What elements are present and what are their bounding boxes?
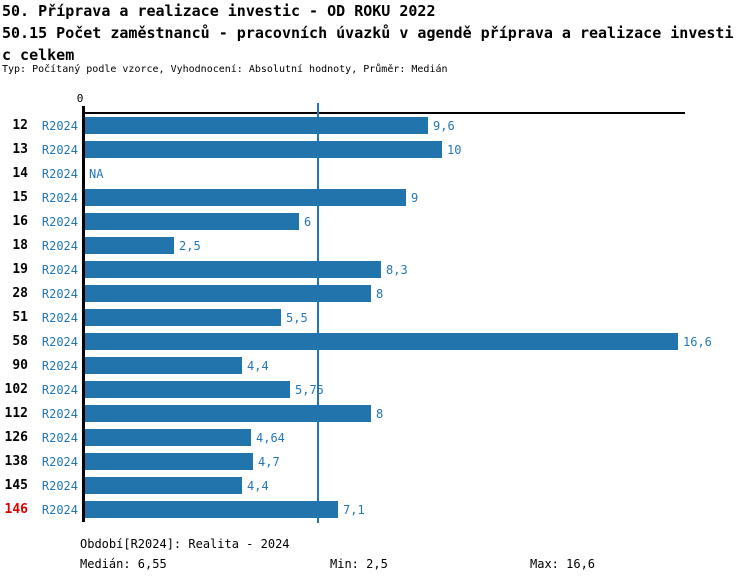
row-category-label: 19 <box>12 262 28 277</box>
row-category-label: 18 <box>12 238 28 253</box>
bar-value-label: 16,6 <box>683 334 712 349</box>
row-series-label: R2024 <box>41 166 78 181</box>
row-category-label: 51 <box>12 310 28 325</box>
bar-value-label: 4,4 <box>247 478 269 493</box>
row-category-label: 138 <box>4 454 28 469</box>
report-title-line1: 50. Příprava a realizace investic - OD R… <box>2 2 436 20</box>
bar <box>85 477 242 494</box>
bar-value-label: 8 <box>376 406 384 421</box>
bar <box>85 141 442 158</box>
row-series-label: R2024 <box>41 310 78 325</box>
row-series-label: R2024 <box>41 430 78 445</box>
row-category-label: 146 <box>4 502 28 517</box>
bar-value-label: 4,7 <box>258 454 280 469</box>
bar-value-label: 9 <box>411 190 419 205</box>
row-category-label: 126 <box>4 430 28 445</box>
row-series-label: R2024 <box>41 478 78 493</box>
row-series-label: R2024 <box>41 238 78 253</box>
bar-value-label: 8,3 <box>386 262 408 277</box>
bar <box>85 501 338 518</box>
row-category-label: 112 <box>4 406 28 421</box>
bar-value-label: 10 <box>447 142 462 157</box>
row-series-label: R2024 <box>41 214 78 229</box>
bar-value-label: 2,5 <box>179 238 201 253</box>
bar <box>85 261 381 278</box>
report-title-line3: c celkem <box>2 46 75 64</box>
bar <box>85 405 371 422</box>
report-subtitle: Typ: Počítaný podle vzorce, Vyhodnocení:… <box>2 64 448 75</box>
row-series-label: R2024 <box>41 382 78 397</box>
bar-value-label: 9,6 <box>433 118 455 133</box>
footer-min: Min: 2,5 <box>330 557 388 571</box>
bar <box>85 117 428 134</box>
bar-value-label: 6 <box>304 214 312 229</box>
report-title-line2: 50.15 Počet zaměstnanců - pracovních úva… <box>2 24 734 42</box>
row-category-label: 14 <box>12 166 28 181</box>
bar-value-label: 4,64 <box>256 430 285 445</box>
row-series-label: R2024 <box>41 406 78 421</box>
row-category-label: 16 <box>12 214 28 229</box>
bar-na-label: NA <box>89 166 104 181</box>
row-category-label: 58 <box>12 334 28 349</box>
bar <box>85 357 242 374</box>
bar <box>85 285 371 302</box>
median-line <box>317 103 319 523</box>
row-category-label: 28 <box>12 286 28 301</box>
row-series-label: R2024 <box>41 502 78 517</box>
row-series-label: R2024 <box>41 454 78 469</box>
bar <box>85 453 253 470</box>
row-series-label: R2024 <box>41 262 78 277</box>
y-axis-line <box>82 106 85 522</box>
bar <box>85 213 299 230</box>
bar <box>85 381 290 398</box>
row-category-label: 15 <box>12 190 28 205</box>
row-category-label: 13 <box>12 142 28 157</box>
axis-zero-label: 0 <box>76 92 84 105</box>
footer-median: Medián: 6,55 <box>80 557 167 571</box>
bar <box>85 237 174 254</box>
bar-value-label: 8 <box>376 286 384 301</box>
bar-value-label: 5,5 <box>286 310 308 325</box>
bar <box>85 189 406 206</box>
row-category-label: 90 <box>12 358 28 373</box>
bar-value-label: 7,1 <box>343 502 365 517</box>
bar-value-label: 5,75 <box>295 382 324 397</box>
row-category-label: 102 <box>4 382 28 397</box>
bar-value-label: 4,4 <box>247 358 269 373</box>
row-category-label: 145 <box>4 478 28 493</box>
footer-max: Max: 16,6 <box>530 557 596 571</box>
bar <box>85 309 281 326</box>
row-series-label: R2024 <box>41 142 78 157</box>
x-axis-line <box>82 112 685 114</box>
row-series-label: R2024 <box>41 286 78 301</box>
bar <box>85 429 251 446</box>
row-series-label: R2024 <box>41 334 78 349</box>
row-series-label: R2024 <box>41 190 78 205</box>
bar <box>85 333 678 350</box>
row-series-label: R2024 <box>41 358 78 373</box>
footer-period: Období[R2024]: Realita - 2024 <box>80 537 290 551</box>
row-series-label: R2024 <box>41 118 78 133</box>
row-category-label: 12 <box>12 118 28 133</box>
